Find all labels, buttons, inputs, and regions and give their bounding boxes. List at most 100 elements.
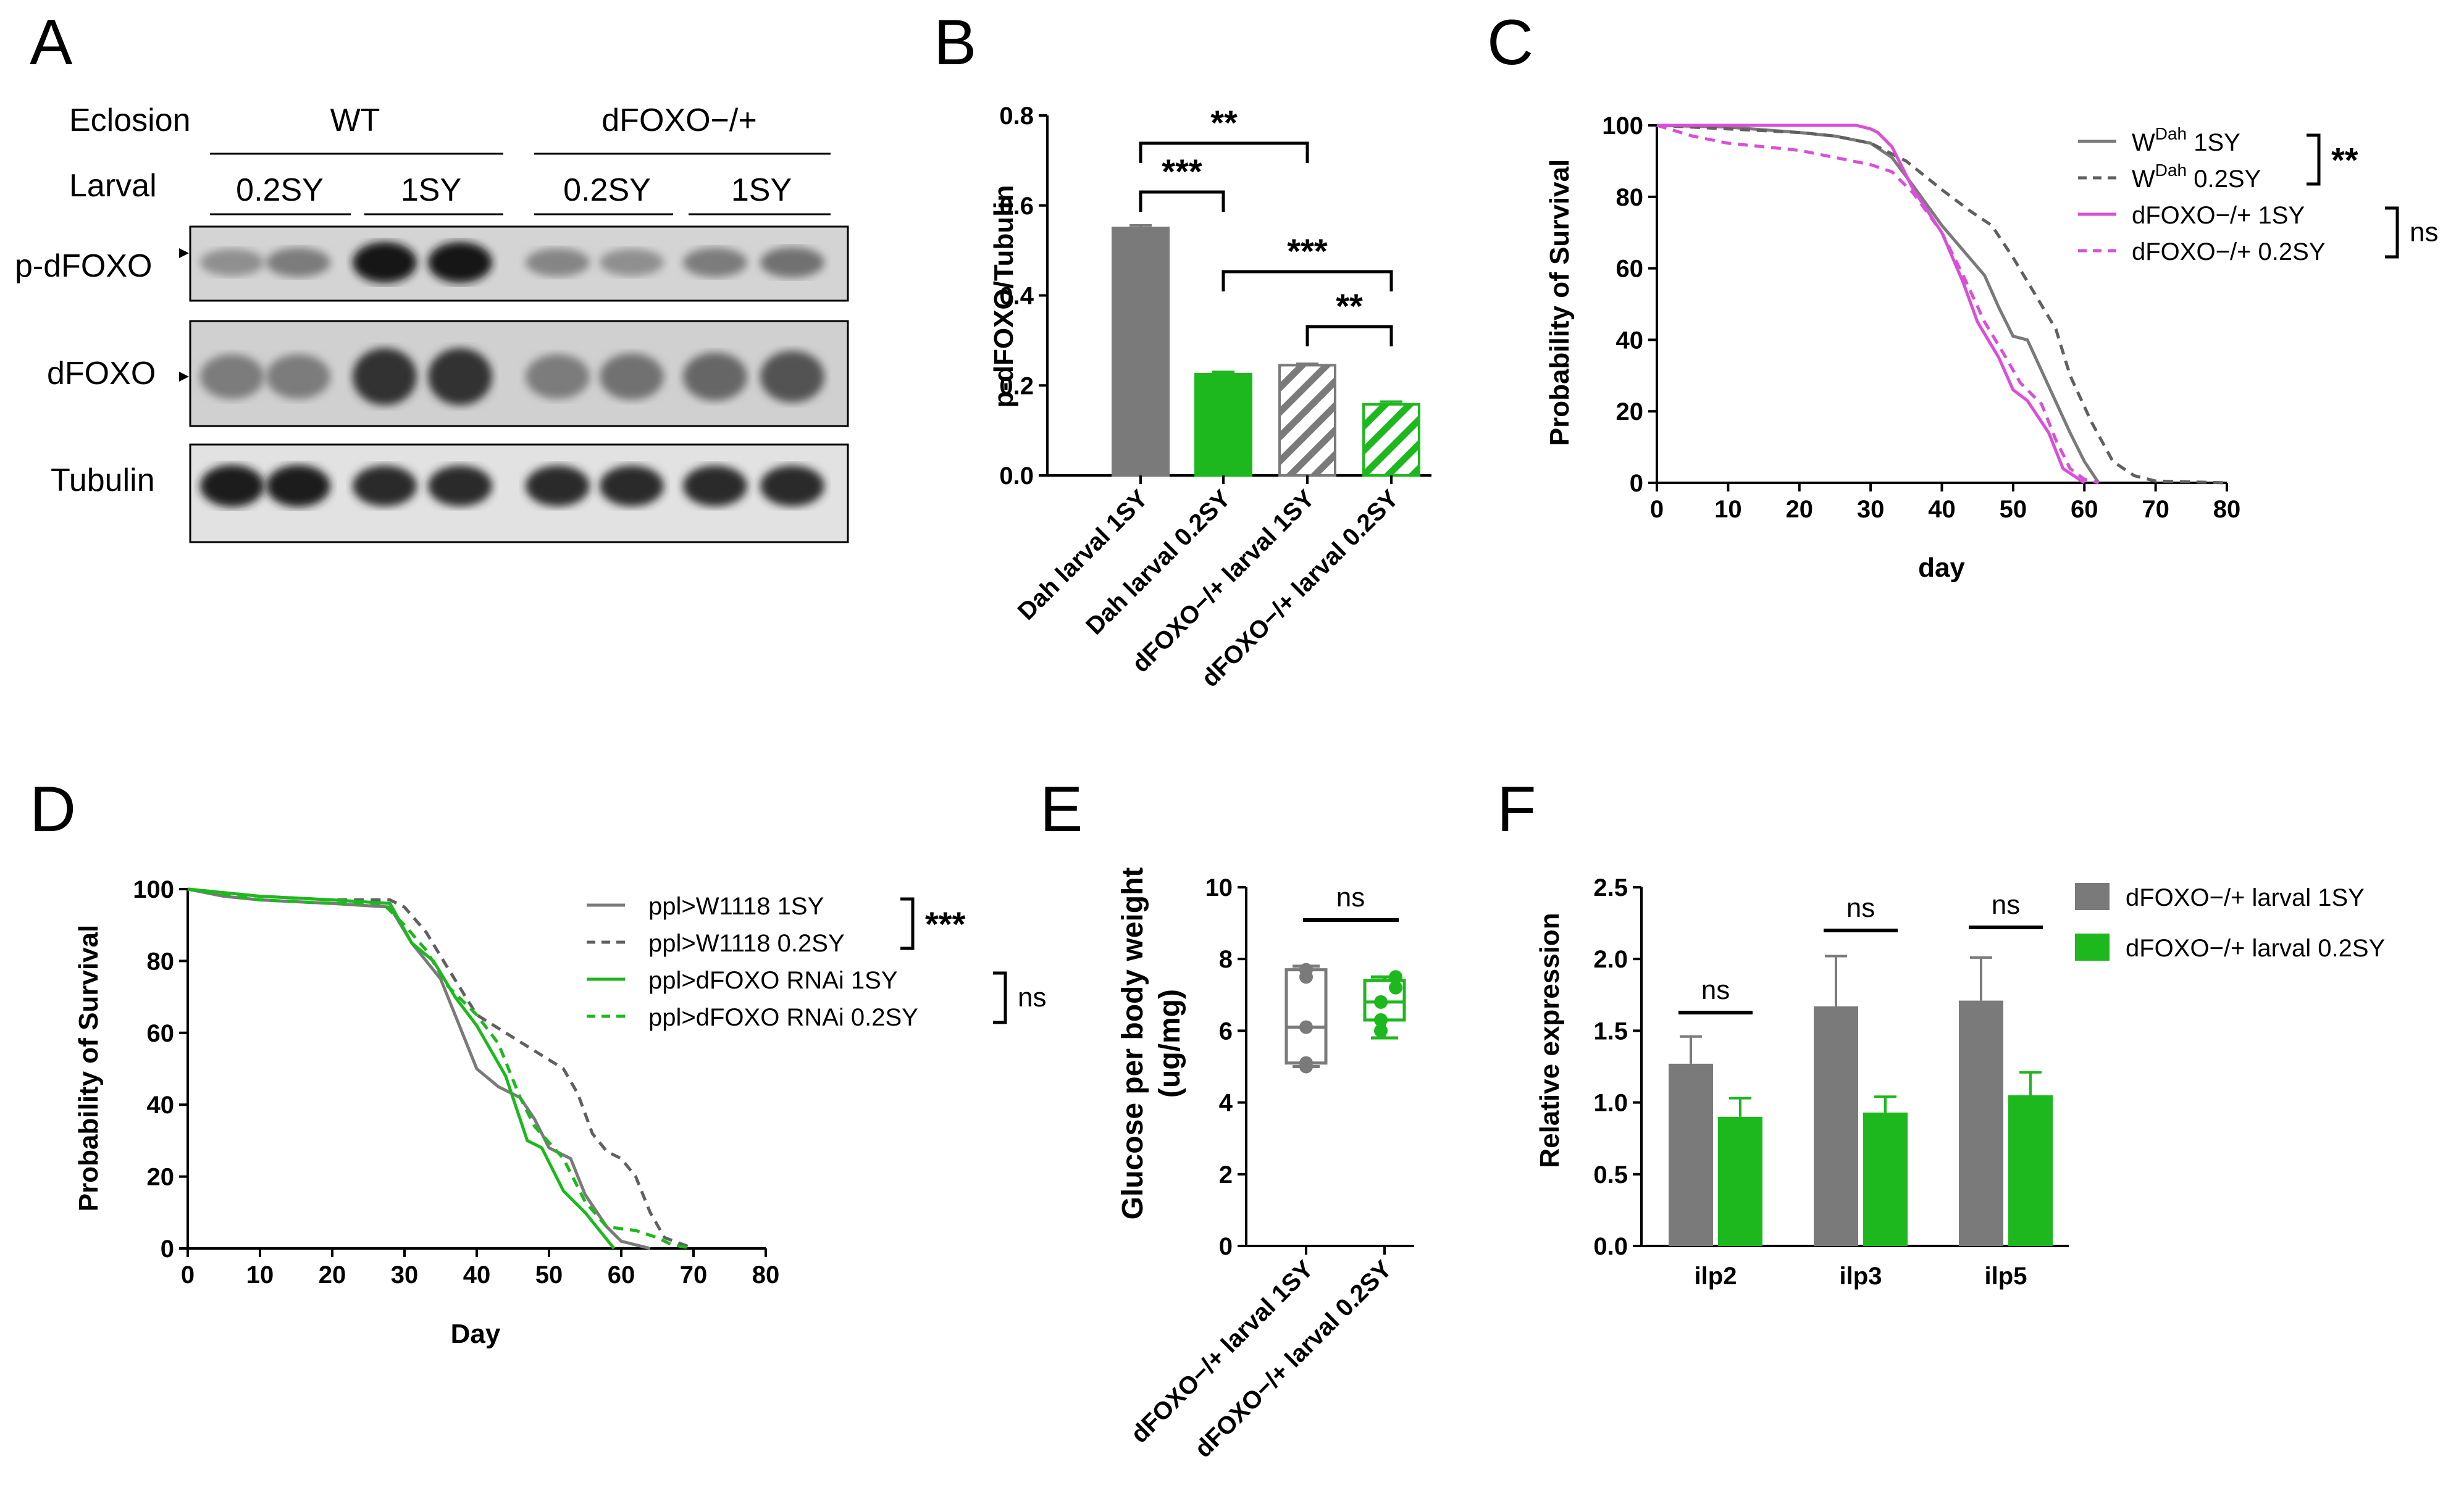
b-significance-bracket <box>1305 325 1393 346</box>
e-y-axis-label-line1: Glucose per body weight <box>1117 867 1149 1220</box>
panel-a-western-blot: Eclosion WT dFOXO−/+ Larval 0.2SY 1SY 0.… <box>15 102 849 543</box>
d-x-tick-label: 20 <box>319 1261 346 1289</box>
c-legend-label: dFOXO−/+ 1SY <box>2132 202 2305 229</box>
subgroup-label: 0.2SY <box>236 172 324 208</box>
c-x-tick-label: 30 <box>1857 496 1885 523</box>
b-y-tick-label: 0.8 <box>999 102 1034 130</box>
c-survival-line <box>1656 123 2227 485</box>
e-y-tick-label: 4 <box>1219 1090 1233 1117</box>
d-survival-line <box>187 887 694 1250</box>
c-y-tick-label: 20 <box>1616 398 1644 425</box>
d-x-axis-label: Day <box>451 1319 501 1349</box>
c-y-axis-label: Probability of Survival <box>1544 159 1575 446</box>
d-legend-label: ppl>W1118 0.2SY <box>648 930 845 957</box>
blot-band <box>266 464 330 508</box>
f-significance-label: ns <box>1846 893 1875 923</box>
e-y-tick-label: 2 <box>1219 1161 1233 1189</box>
group-label-dfoxo: dFOXO−/+ <box>601 102 756 138</box>
e-data-point <box>1374 995 1388 1009</box>
f-y-axis-label: Relative expression <box>1535 913 1565 1168</box>
b-y-tick-label: 0.6 <box>999 193 1034 220</box>
d-x-tick-label: 50 <box>535 1261 563 1289</box>
blot-band <box>526 248 590 277</box>
f-bar <box>1959 1000 2003 1246</box>
f-legend-label: dFOXO−/+ larval 0.2SY <box>2126 935 2385 962</box>
d-legend-significance: ns <box>1018 982 1046 1013</box>
c-legend-bracket <box>2385 206 2399 259</box>
d-y-axis-label: Probability of Survival <box>73 925 104 1212</box>
panel-c-chart: Probability of Survival day 020406080100… <box>1544 112 2438 583</box>
b-y-tick-label: 0.4 <box>999 283 1034 310</box>
b-bar <box>1112 227 1170 477</box>
f-y-tick-label: 2.0 <box>1593 946 1628 973</box>
e-data-point <box>1299 970 1313 984</box>
c-x-tick-label: 40 <box>1928 496 1956 523</box>
c-survival-line <box>1656 123 2099 485</box>
blot-band <box>266 354 330 399</box>
e-data-point <box>1374 1013 1388 1027</box>
c-legend-significance: ** <box>2331 141 2358 180</box>
blot-band <box>600 353 664 400</box>
e-y-tick-label: 0 <box>1219 1233 1233 1260</box>
blot-bands <box>200 241 824 508</box>
f-x-tick-label: ilp3 <box>1840 1263 1882 1290</box>
c-legend-significance: ns <box>2410 217 2438 248</box>
c-legend-label: dFOXO−/+ 0.2SY <box>2132 238 2326 265</box>
d-x-tick-label: 80 <box>752 1261 780 1289</box>
e-box <box>1284 968 1328 1065</box>
f-legend-swatch <box>2075 883 2110 910</box>
panel-letter-c: C <box>1487 7 1533 78</box>
b-significance-label: *** <box>1162 152 1202 191</box>
c-x-tick-label: 0 <box>1650 496 1664 523</box>
d-x-tick-label: 30 <box>391 1261 419 1289</box>
c-x-axis-label: day <box>1918 553 1965 583</box>
blot-band <box>353 241 417 283</box>
larval-label: Larval <box>69 168 157 204</box>
e-data-point <box>1299 1020 1313 1034</box>
c-survival-line <box>1657 123 2085 485</box>
eclosion-label: Eclosion <box>69 102 191 138</box>
c-y-tick-label: 0 <box>1630 470 1643 497</box>
blot-band <box>683 352 747 401</box>
blot-band <box>683 465 747 507</box>
arrow-marker-icon <box>179 248 189 258</box>
c-y-tick-label: 80 <box>1616 184 1644 211</box>
e-data-point <box>1389 970 1402 984</box>
e-data-point <box>1389 980 1402 995</box>
panel-b-chart: p-dFOXO/Tubulin 0.0 0.2 0.4 0.6 0.8 Dah larva… <box>989 102 1431 692</box>
b-significance-bracket <box>1139 190 1225 212</box>
d-legend-label: ppl>W1118 1SY <box>648 893 824 920</box>
f-bar <box>1863 1112 1908 1246</box>
d-x-tick-label: 40 <box>463 1261 491 1289</box>
e-y-axis-label-line2: (ug/mg) <box>1154 989 1186 1098</box>
blot-band <box>200 354 264 399</box>
blot-band <box>600 249 664 276</box>
panel-letter-d: D <box>30 774 76 845</box>
d-survival-line <box>187 887 651 1250</box>
d-legend-significance: *** <box>925 905 966 943</box>
d-y-tick-label: 20 <box>147 1164 175 1191</box>
panel-letter-b: B <box>934 7 976 78</box>
b-y-axis-label: p-dFOXO/Tubulin <box>989 185 1019 408</box>
b-y-tick-label: 0.2 <box>999 372 1034 399</box>
blot-band <box>200 249 264 276</box>
b-significance-label: ** <box>1336 286 1363 325</box>
b-y-tick-label: 0.0 <box>999 462 1034 490</box>
b-significance-bracket <box>1139 141 1309 163</box>
subgroup-label: 1SY <box>401 172 461 208</box>
blot-band <box>353 465 417 507</box>
f-y-tick-label: 1.0 <box>1593 1090 1628 1117</box>
e-data-point <box>1299 1060 1313 1074</box>
blot-band <box>266 248 330 277</box>
blot-band <box>428 241 492 283</box>
f-x-tick-label: ilp5 <box>1985 1263 2027 1290</box>
b-bar <box>1194 373 1252 477</box>
f-legend-label: dFOXO−/+ larval 1SY <box>2126 884 2365 911</box>
e-y-tick-label: 10 <box>1205 874 1233 901</box>
f-y-tick-label: 2.5 <box>1593 874 1628 901</box>
d-y-tick-label: 80 <box>147 948 175 975</box>
group-label-wt: WT <box>330 102 380 138</box>
c-legend-label: WDah 0.2SY <box>2132 161 2261 193</box>
c-x-tick-label: 80 <box>2213 496 2241 523</box>
blot-band <box>428 465 492 507</box>
